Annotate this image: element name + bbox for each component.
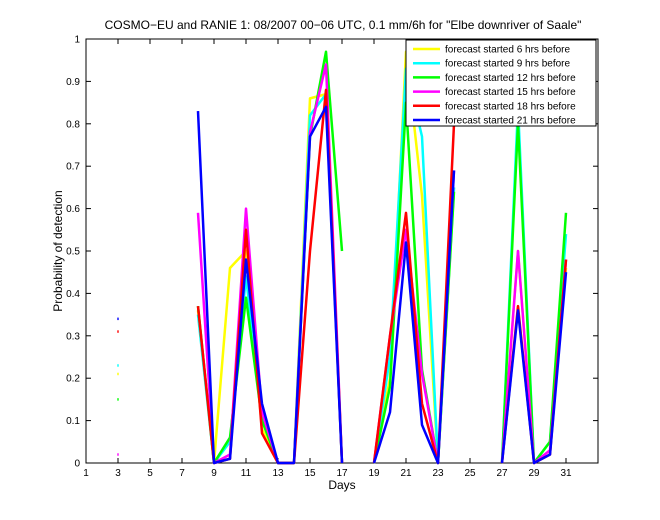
x-tick-label: 31	[560, 468, 572, 479]
x-tick-label: 13	[272, 468, 284, 479]
y-tick-label: 0.4	[66, 289, 80, 300]
chart-title: COSMO−EU and RANIE 1: 08/2007 00−06 UTC,…	[105, 18, 582, 32]
x-tick-label: 19	[368, 468, 380, 479]
y-tick-label: 0.2	[66, 374, 80, 385]
legend-label: forecast started 15 hrs before	[445, 87, 576, 98]
y-tick-label: 0.9	[66, 77, 80, 88]
legend-label: forecast started 9 hrs before	[445, 59, 571, 70]
series-line	[500, 272, 568, 465]
x-tick-label: 3	[115, 468, 121, 479]
y-tick-label: 0.6	[66, 204, 80, 215]
series-line	[196, 105, 344, 465]
x-tick-label: 1	[83, 468, 89, 479]
legend-label: forecast started 18 hrs before	[445, 101, 576, 112]
series-6	[117, 105, 568, 465]
series-line	[372, 170, 456, 465]
legend-box	[405, 39, 597, 127]
legend-label: forecast started 12 hrs before	[445, 73, 576, 84]
y-axis-label: Probability of detection	[51, 190, 65, 311]
x-tick-label: 17	[336, 468, 348, 479]
y-tick-label: 0	[74, 459, 80, 470]
x-tick-label: 5	[147, 468, 153, 479]
x-tick-label: 11	[241, 468, 252, 479]
y-tick-label: 0.1	[66, 416, 80, 427]
legend-label: forecast started 21 hrs before	[445, 116, 576, 127]
x-tick-label: 27	[496, 468, 508, 479]
legend-label: forecast started 6 hrs before	[445, 45, 571, 56]
x-tick-label: 7	[179, 468, 185, 479]
x-axis: 1 3 5 7 9 11 13 15 17 19 21 23 25 27 29 31	[83, 39, 572, 479]
y-tick-label: 0.7	[66, 162, 80, 173]
y-tick-label: 0.8	[66, 119, 80, 130]
x-tick-label: 15	[304, 468, 316, 479]
legend: forecast started 6 hrs before forecast st…	[405, 39, 597, 127]
x-tick-label: 21	[400, 468, 412, 479]
y-tick-label: 1	[74, 35, 80, 46]
x-tick-label: 23	[432, 468, 444, 479]
y-tick-label: 0.5	[66, 247, 80, 258]
y-axis: 0 0.1 0.2 0.3 0.4 0.5 0.6 0.7 0.8 0.9 1	[66, 35, 598, 470]
x-tick-label: 29	[528, 468, 540, 479]
x-tick-label: 25	[464, 468, 476, 479]
x-tick-label: 9	[211, 468, 217, 479]
x-axis-label: Days	[328, 478, 355, 492]
y-tick-label: 0.3	[66, 331, 80, 342]
series-layer	[117, 50, 568, 465]
